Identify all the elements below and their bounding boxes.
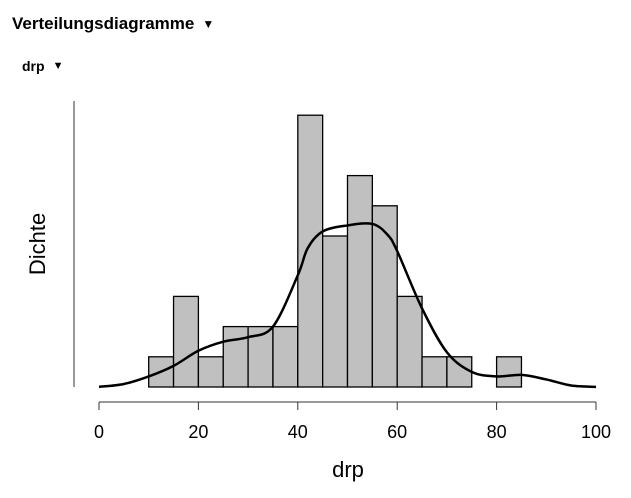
section-title: Verteilungsdiagramme — [12, 14, 195, 33]
x-ticks: 0 20 40 60 80 100 — [94, 402, 611, 442]
histogram-bar — [321, 235, 349, 388]
histogram-bar — [396, 295, 423, 388]
x-tick-label: 60 — [387, 422, 407, 442]
histogram-bars — [148, 114, 523, 388]
y-axis-label: Dichte — [25, 213, 50, 275]
section-header-distribution-plots[interactable]: Verteilungsdiagramme ▼ — [12, 14, 214, 34]
histogram-bar — [172, 295, 200, 388]
histogram-bar — [421, 356, 448, 388]
x-tick-label: 80 — [487, 422, 507, 442]
triangle-down-icon[interactable]: ▼ — [52, 60, 64, 72]
x-tick-label: 100 — [581, 422, 611, 442]
triangle-down-icon[interactable]: ▼ — [202, 17, 215, 31]
x-tick-label: 0 — [94, 422, 104, 442]
subsection-header-drp[interactable]: drp ▼ — [22, 58, 63, 74]
histogram-bar — [222, 325, 249, 388]
x-tick-label: 20 — [188, 422, 208, 442]
histogram-bar — [495, 356, 523, 388]
histogram-bar — [272, 325, 299, 388]
histogram-bar — [297, 114, 324, 388]
histogram-bar — [346, 174, 374, 388]
density-curve — [98, 222, 597, 389]
histogram-bar — [371, 205, 398, 388]
histogram-bar — [197, 356, 224, 388]
x-axis-label: drp — [332, 457, 364, 482]
x-tick-label: 40 — [288, 422, 308, 442]
histogram-bar — [446, 356, 473, 388]
subsection-title: drp — [22, 58, 45, 74]
